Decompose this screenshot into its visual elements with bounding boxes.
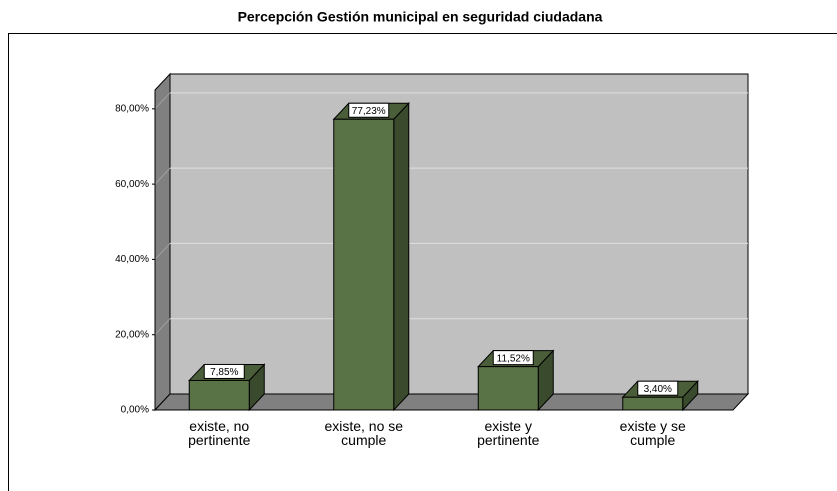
y-tick-label: 80,00%	[115, 103, 149, 114]
bar-side	[393, 101, 410, 412]
bar	[622, 396, 684, 411]
data-label: 77,23%	[352, 106, 386, 117]
grid-line	[154, 167, 171, 185]
data-label-box	[348, 102, 390, 118]
floor	[153, 393, 750, 411]
bar	[333, 118, 395, 411]
data-label: 7,85%	[210, 367, 238, 378]
left-wall	[154, 72, 171, 412]
grid-line	[154, 243, 171, 260]
chart-frame	[8, 33, 837, 491]
y-tick-label: 20,00%	[115, 329, 149, 340]
bar	[188, 379, 250, 411]
y-tick-label: 60,00%	[115, 179, 149, 190]
grid-line	[154, 92, 171, 110]
x-tick-label: existe y se cumple	[619, 418, 686, 448]
x-tick-label: existe, no pertinente	[188, 418, 251, 448]
data-label-box	[492, 350, 534, 366]
data-label: 11,52%	[497, 353, 530, 364]
data-label-box	[203, 363, 245, 379]
grid-line	[154, 318, 171, 336]
bar	[477, 366, 539, 411]
x-tick-label: existe y pertinente	[477, 418, 540, 448]
data-label: 3,40%	[644, 384, 672, 395]
back-wall	[169, 73, 749, 395]
data-label-box	[637, 380, 679, 396]
y-tick-label: 0,00%	[121, 405, 149, 416]
x-tick-label: existe, no se cumple	[324, 418, 404, 448]
chart-title: Percepción Gestión municipal en segurida…	[238, 9, 603, 25]
y-tick-label: 40,00%	[115, 254, 149, 265]
